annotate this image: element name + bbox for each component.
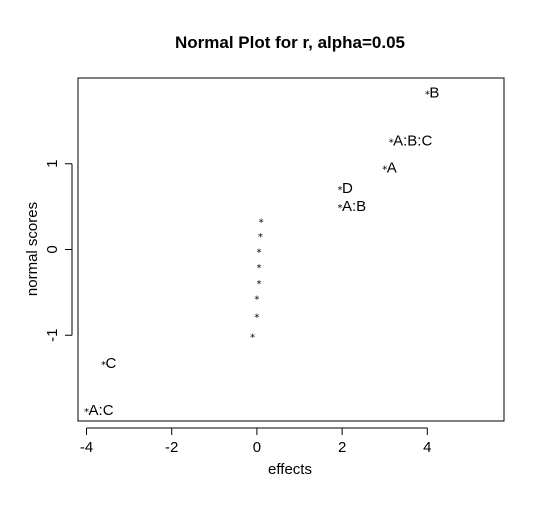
data-point: * [389, 138, 394, 149]
data-point: * [258, 232, 263, 243]
chart-title: Normal Plot for r, alpha=0.05 [175, 33, 405, 52]
data-point: * [257, 263, 262, 274]
x-tick-label: 4 [423, 439, 431, 456]
data-point: * [257, 279, 262, 290]
data-point: * [257, 248, 262, 259]
y-axis-label: normal scores [24, 202, 41, 296]
point-label: B [429, 85, 439, 102]
data-point: * [337, 185, 342, 196]
y-tick-label: 0 [44, 245, 61, 253]
plot-area: -4 -2 0 2 4-101* A:C* C********* A:B* D* A* A:B:C*… [44, 77, 505, 456]
data-point: * [337, 203, 342, 214]
data-point: * [101, 360, 106, 371]
data-point: * [84, 407, 89, 418]
data-point: * [250, 332, 255, 343]
point-label: A:B [342, 198, 366, 215]
point-label: A [387, 159, 397, 176]
x-axis-label: effects [268, 461, 312, 478]
plot-frame [77, 77, 505, 422]
data-point: * [425, 90, 430, 101]
point-label: A:C [89, 402, 114, 419]
x-tick-label: -2 [165, 439, 178, 456]
point-label: D [342, 180, 353, 197]
x-tick-label: 2 [338, 439, 346, 456]
x-tick-label: 0 [253, 439, 261, 456]
point-label: A:B:C [393, 133, 432, 150]
data-point: * [254, 313, 259, 324]
data-point: * [254, 295, 259, 306]
y-tick-label: -1 [44, 329, 61, 342]
data-point: * [259, 217, 264, 228]
x-tick-label: -4 [80, 439, 93, 456]
y-tick-label: 1 [44, 160, 61, 168]
point-label: C [106, 355, 117, 372]
data-point: * [382, 164, 387, 175]
